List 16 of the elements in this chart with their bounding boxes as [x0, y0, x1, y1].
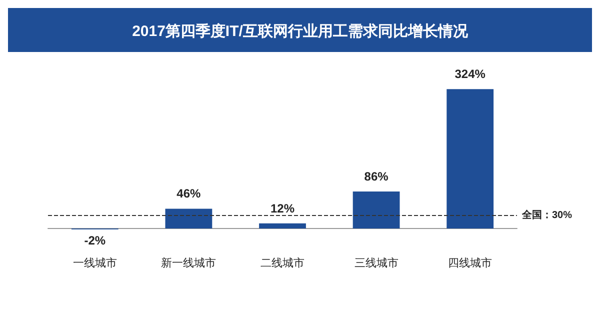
- x-tick-label: 二线城市: [260, 256, 304, 270]
- data-label: 324%: [454, 67, 486, 82]
- x-tick-label: 四线城市: [448, 256, 492, 270]
- ref-line-label: 全国：30%: [521, 209, 572, 222]
- bar: [446, 89, 494, 228]
- data-label: 86%: [364, 170, 389, 184]
- x-tick-label: 三线城市: [354, 256, 398, 270]
- data-label: 12%: [270, 201, 295, 216]
- bar: [259, 223, 306, 228]
- bar: [165, 208, 212, 228]
- x-tick-label: 一线城市: [72, 256, 117, 270]
- chart-title: 2017第四季度IT/互联网行业用工需求同比增长情况: [132, 22, 469, 40]
- bar: [352, 192, 400, 228]
- data-label: -2%: [84, 233, 106, 248]
- data-label: 46%: [176, 186, 202, 201]
- x-tick-label: 新一线城市: [161, 256, 216, 270]
